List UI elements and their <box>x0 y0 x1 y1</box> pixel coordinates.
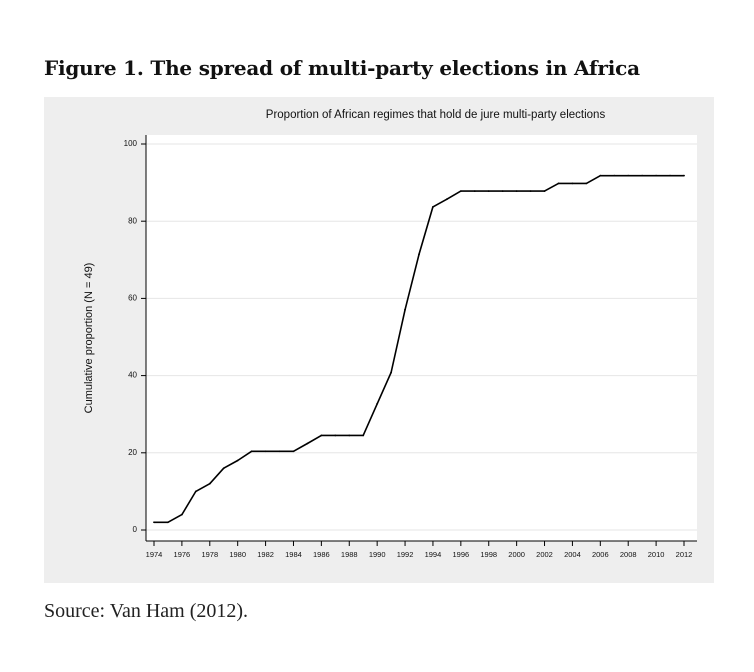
x-tick-label: 2012 <box>676 550 693 559</box>
y-tick-label: 100 <box>124 139 138 148</box>
x-tick-label: 1998 <box>480 550 497 559</box>
data-point <box>320 434 323 437</box>
data-point <box>278 450 281 453</box>
x-tick-label: 2006 <box>592 550 609 559</box>
x-tick-label: 1978 <box>201 550 218 559</box>
data-point <box>459 190 462 192</box>
x-tick-label: 1994 <box>425 550 442 559</box>
data-point <box>585 182 588 185</box>
x-tick-label: 2008 <box>620 550 637 559</box>
data-point <box>264 450 267 453</box>
data-point <box>627 174 630 177</box>
data-point <box>571 182 574 185</box>
data-point <box>599 174 602 177</box>
chart-title: Proportion of African regimes that hold … <box>266 109 606 121</box>
y-tick-label: 60 <box>128 294 137 303</box>
x-tick-label: 1996 <box>452 550 469 559</box>
x-tick-label: 1974 <box>146 550 163 559</box>
data-point <box>208 482 211 485</box>
data-point <box>292 450 295 453</box>
data-point <box>250 450 253 453</box>
plot-area <box>146 135 697 541</box>
data-point <box>236 459 239 462</box>
x-tick-label: 1986 <box>313 550 330 559</box>
data-point <box>390 371 393 374</box>
data-point <box>348 434 351 437</box>
data-point <box>376 402 379 405</box>
data-point <box>543 190 546 192</box>
data-point <box>334 434 337 437</box>
x-tick-label: 1992 <box>397 550 414 559</box>
data-point <box>404 308 406 311</box>
data-point <box>362 434 365 437</box>
y-tick-label: 40 <box>128 371 137 380</box>
data-point <box>683 174 685 177</box>
y-tick-label: 0 <box>133 525 138 534</box>
x-tick-label: 2000 <box>508 550 525 559</box>
data-point <box>418 253 420 256</box>
data-point <box>557 182 560 185</box>
x-tick-label: 1982 <box>257 550 274 559</box>
line-chart: 0 20 40 60 80 100 1974 1976 1978 1980 1982 1984 1986… <box>83 109 697 559</box>
source-note: Source: Van Ham (2012). <box>44 600 249 622</box>
data-point <box>194 490 197 493</box>
x-tick-label: 2004 <box>564 550 581 559</box>
x-tick-label: 1990 <box>369 550 386 559</box>
y-tick-label: 20 <box>128 448 137 457</box>
chart-panel: 0 20 40 60 80 100 1974 1976 1978 1980 1982 1984 1986… <box>44 97 714 583</box>
x-tick-label: 2002 <box>536 550 553 559</box>
data-point <box>529 190 532 192</box>
data-point <box>655 174 658 177</box>
x-tick-label: 1980 <box>229 550 246 559</box>
data-point <box>487 190 490 192</box>
data-point <box>641 174 644 177</box>
data-point <box>445 198 448 201</box>
data-point <box>613 174 616 177</box>
data-point <box>153 521 155 524</box>
data-point <box>501 190 504 192</box>
x-tick-label: 1988 <box>341 550 358 559</box>
y-axis-label: Cumulative proportion (N = 49) <box>83 263 95 414</box>
data-point <box>180 513 183 516</box>
y-tick-label: 80 <box>128 216 137 225</box>
x-tick-label: 1984 <box>285 550 302 559</box>
data-point <box>669 174 671 177</box>
data-point <box>222 467 225 470</box>
figure-title: Figure 1. The spread of multi-party elec… <box>44 56 640 80</box>
x-tick-label: 1976 <box>174 550 191 559</box>
x-tick-label: 2010 <box>648 550 665 559</box>
data-point <box>473 190 476 192</box>
data-point <box>432 206 434 208</box>
data-point <box>515 190 518 192</box>
data-point <box>306 442 309 445</box>
data-point <box>167 521 169 524</box>
